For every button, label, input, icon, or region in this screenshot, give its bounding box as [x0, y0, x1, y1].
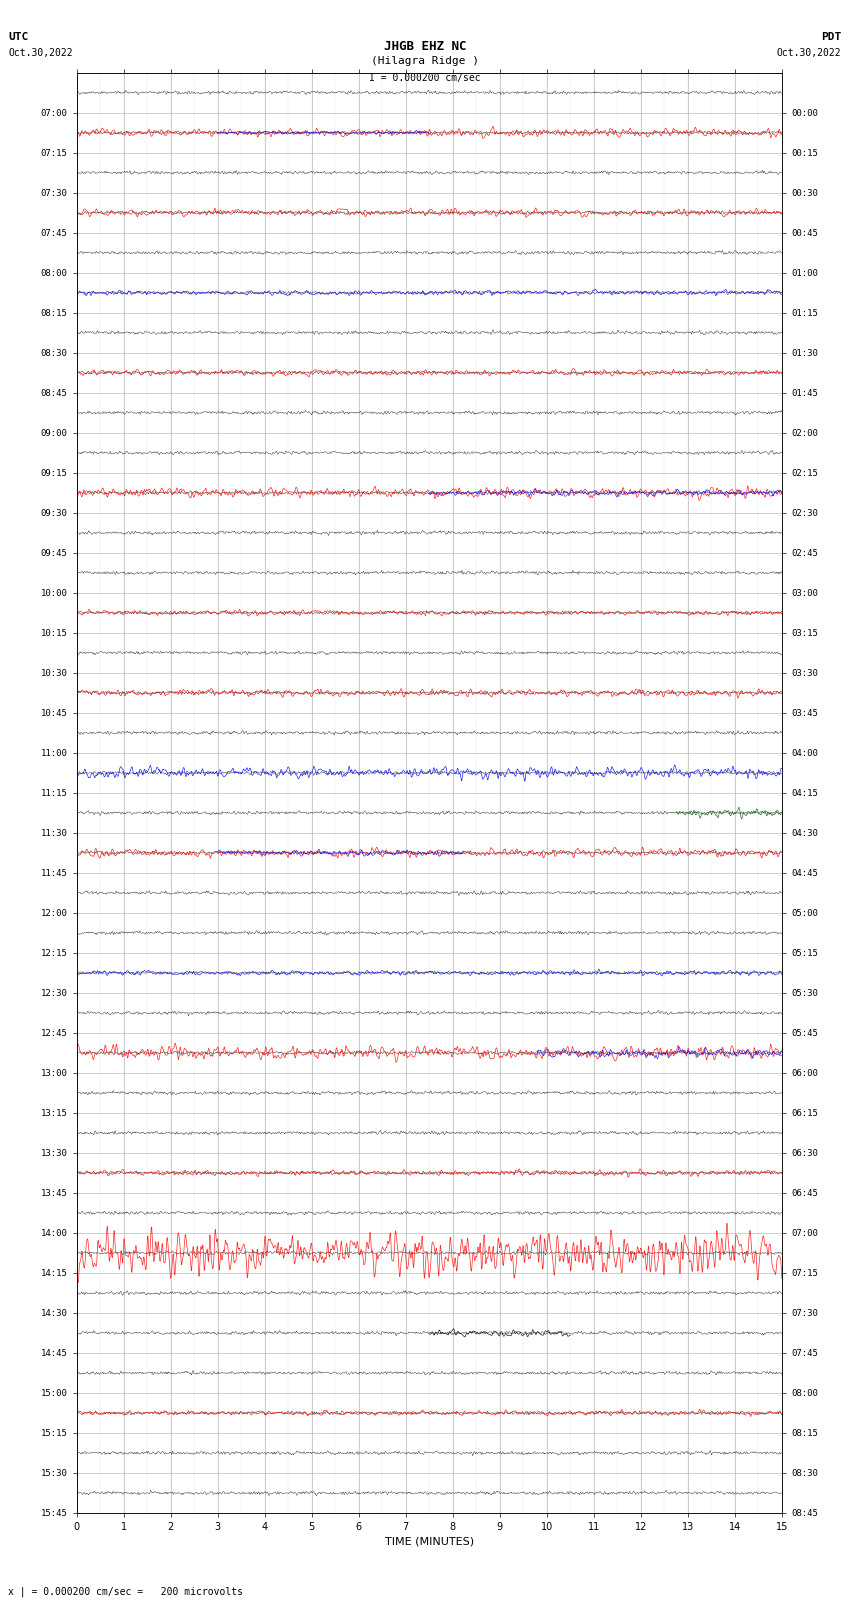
Text: Oct.30,2022: Oct.30,2022 — [8, 48, 73, 58]
Text: (Hilagra Ridge ): (Hilagra Ridge ) — [371, 56, 479, 66]
Text: Oct.30,2022: Oct.30,2022 — [777, 48, 842, 58]
Text: PDT: PDT — [821, 32, 842, 42]
Text: I = 0.000200 cm/sec: I = 0.000200 cm/sec — [369, 73, 481, 82]
Text: x | = 0.000200 cm/sec =   200 microvolts: x | = 0.000200 cm/sec = 200 microvolts — [8, 1586, 243, 1597]
Text: UTC: UTC — [8, 32, 29, 42]
X-axis label: TIME (MINUTES): TIME (MINUTES) — [385, 1536, 473, 1547]
Text: JHGB EHZ NC: JHGB EHZ NC — [383, 40, 467, 53]
